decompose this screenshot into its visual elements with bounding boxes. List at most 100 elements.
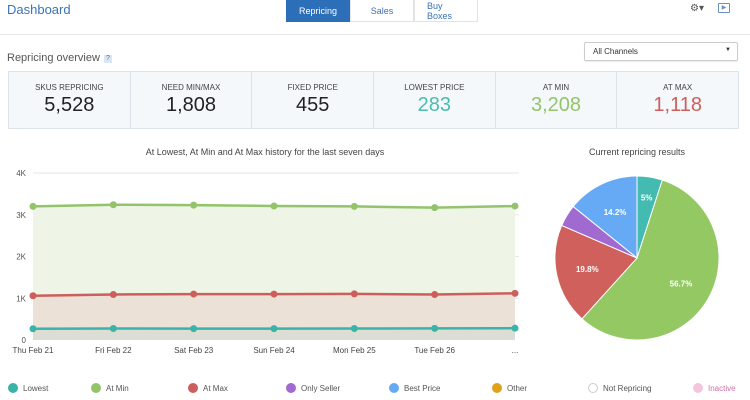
- stat-at-min: AT MIN 3,208: [496, 72, 618, 128]
- legend-item-not-repricing[interactable]: Not Repricing: [588, 383, 651, 393]
- data-point: [270, 202, 278, 210]
- x-tick-label: Sun Feb 24: [253, 346, 295, 355]
- data-point: [270, 325, 278, 333]
- tab-sales[interactable]: Sales: [350, 0, 414, 22]
- legend-label: Lowest: [23, 383, 49, 393]
- help-icon[interactable]: ?: [103, 55, 112, 63]
- data-point: [511, 289, 519, 297]
- stat-value: 455: [295, 94, 330, 116]
- data-point: [109, 201, 117, 209]
- stat-need-min-max: NEED MIN/MAX 1,808: [131, 72, 253, 128]
- stat-label: NEED MIN/MAX: [161, 83, 221, 92]
- legend-dot: [8, 383, 18, 393]
- data-point: [29, 292, 37, 300]
- legend-item-other[interactable]: Other: [492, 383, 527, 393]
- data-point: [29, 325, 37, 333]
- data-point: [109, 290, 117, 298]
- data-point: [431, 324, 439, 332]
- channel-select-value: All Channels: [593, 47, 638, 56]
- data-point: [350, 325, 358, 333]
- legend-label: At Max: [203, 383, 228, 393]
- legend-dot: [286, 383, 296, 393]
- x-tick-label: Sat Feb 23: [174, 346, 214, 355]
- overview-title: Repricing overview: [7, 52, 100, 64]
- legend-item-inactive[interactable]: Inactive: [693, 383, 736, 393]
- pie-slice-best-price: [572, 175, 638, 260]
- caret-down-icon: ▼: [725, 47, 731, 53]
- pie-slice-at-max: [554, 224, 638, 320]
- channel-select[interactable]: All Channels ▼: [584, 42, 738, 61]
- legend-item-lowest[interactable]: Lowest: [8, 383, 48, 393]
- chart-title: At Lowest, At Min and At Max history for…: [146, 147, 385, 157]
- legend-label: Other: [507, 383, 528, 393]
- legend-dot: [588, 383, 598, 393]
- x-tick-label: Fri Feb 22: [95, 346, 132, 355]
- stat-value: 3,208: [530, 94, 582, 116]
- data-point: [511, 202, 519, 210]
- stat-value: 1,118: [653, 94, 702, 116]
- y-tick-label: 4K: [16, 169, 26, 178]
- divider: [0, 34, 750, 35]
- stats-panel: SKUS REPRICING 5,528 NEED MIN/MAX 1,808 FIXE…: [8, 71, 739, 129]
- pie-label: 56.7%: [670, 279, 693, 288]
- page-title: Dashboard: [7, 2, 71, 17]
- section-title: Repricing overview?: [7, 52, 112, 64]
- video-screen-icon[interactable]: ▶: [718, 3, 730, 13]
- x-tick-label: Thu Feb 21: [13, 346, 54, 355]
- data-point: [190, 325, 198, 333]
- pie-label: 19.8%: [576, 265, 599, 274]
- data-point: [431, 290, 439, 298]
- legend-item-at-max[interactable]: At Max: [188, 383, 228, 393]
- repricing-pie-chart: Current repricing results 5% 56.7% 19.8% 14.…: [554, 147, 720, 341]
- legend-label: Only Seller: [301, 383, 341, 393]
- y-tick-label: 0: [22, 336, 27, 345]
- stat-value: 283: [417, 94, 452, 116]
- gear-icon[interactable]: ⚙▾: [690, 3, 704, 14]
- legend-dot: [389, 383, 399, 393]
- stat-label: AT MIN: [542, 83, 570, 92]
- y-tick-label: 1K: [16, 294, 26, 303]
- data-point: [190, 290, 198, 298]
- data-point: [350, 202, 358, 210]
- x-tick-label: Tue Feb 26: [414, 346, 455, 355]
- chart-title: Current repricing results: [589, 147, 686, 157]
- area-lowest: [33, 328, 515, 340]
- stat-fixed-price: FIXED PRICE 455: [252, 72, 375, 128]
- legend-dot: [492, 383, 502, 393]
- stat-label: SKUS REPRICING: [35, 83, 104, 92]
- data-point: [270, 290, 278, 298]
- data-point: [190, 201, 198, 209]
- data-point: [511, 324, 519, 332]
- data-point: [29, 202, 37, 210]
- legend-label: At Min: [106, 383, 129, 393]
- legend-item-at-min[interactable]: At Min: [91, 383, 129, 393]
- y-tick-label: 3K: [16, 211, 26, 220]
- data-point: [109, 325, 117, 333]
- tab-repricing[interactable]: Repricing: [286, 0, 350, 22]
- data-point: [350, 290, 358, 298]
- x-tick-label: Mon Feb 25: [333, 346, 376, 355]
- legend-item-best-price[interactable]: Best Price: [389, 383, 440, 393]
- y-tick-label: 2K: [16, 253, 26, 262]
- stat-at-max: AT MAX 1,118: [617, 72, 738, 128]
- stat-value: 5,528: [44, 94, 95, 116]
- stat-label: FIXED PRICE: [287, 83, 338, 92]
- stat-value: 1,808: [165, 94, 217, 116]
- legend-label: Not Repricing: [603, 383, 652, 393]
- stat-label: AT MAX: [663, 83, 693, 92]
- pie-label: 5%: [641, 193, 653, 202]
- legend-dot: [91, 383, 101, 393]
- pie-label: 14.2%: [604, 208, 627, 217]
- tab-buy-boxes[interactable]: Buy Boxes: [414, 0, 478, 22]
- x-tick-label: ...: [512, 346, 519, 355]
- stat-label: LOWEST PRICE: [404, 83, 465, 92]
- legend-dot: [693, 383, 703, 393]
- pie-slice-at-min: [581, 179, 720, 341]
- legend-label: Inactive: [708, 383, 736, 393]
- legend-dot: [188, 383, 198, 393]
- stat-skus-repricing: SKUS REPRICING 5,528: [9, 72, 131, 128]
- data-point: [431, 204, 439, 212]
- legend-item-only-seller[interactable]: Only Seller: [286, 383, 340, 393]
- main-tabs: Repricing Sales Buy Boxes: [286, 0, 478, 22]
- legend-label: Best Price: [404, 383, 441, 393]
